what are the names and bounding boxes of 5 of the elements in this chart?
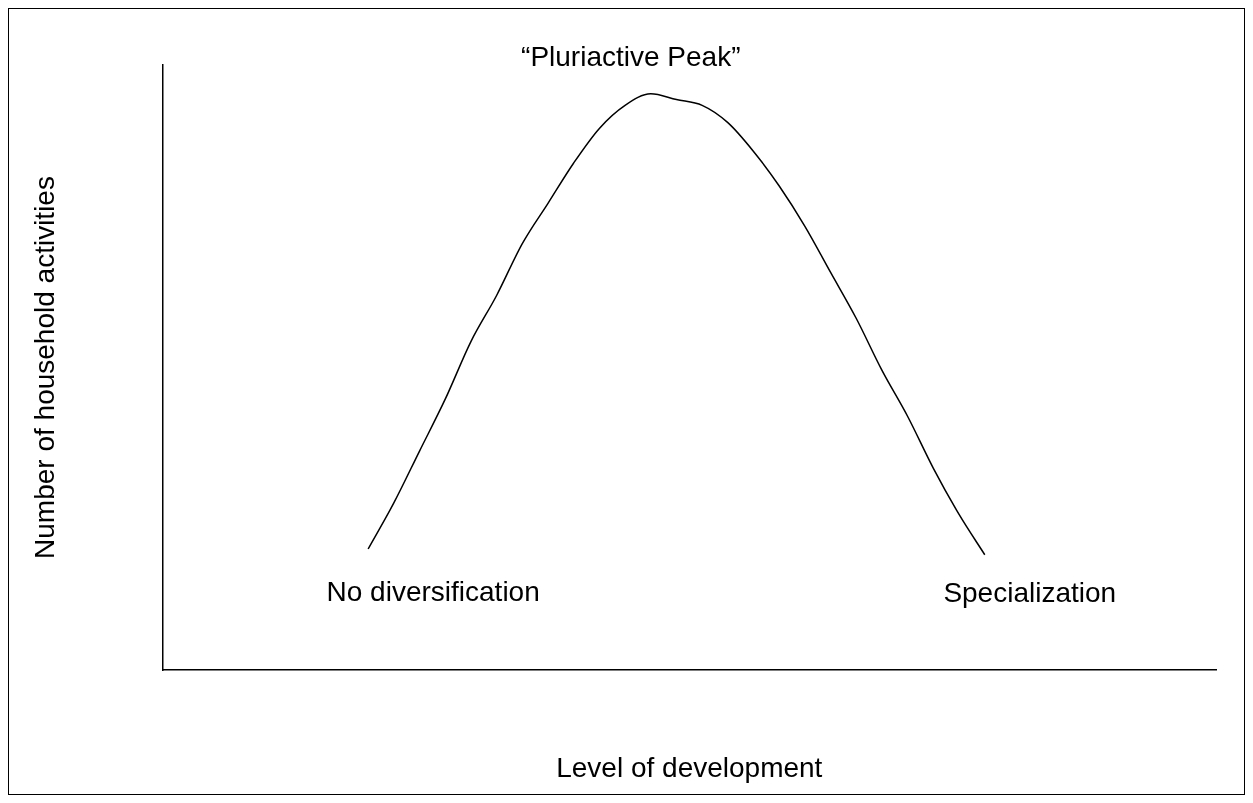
x-axis-title: Level of development	[556, 751, 823, 783]
text: “Pluriactive Peak”	[521, 40, 741, 72]
annotation: Specialization	[943, 576, 1117, 608]
y-axis-title: Number of household activities	[28, 176, 60, 559]
annotation: No diversification	[326, 576, 540, 607]
